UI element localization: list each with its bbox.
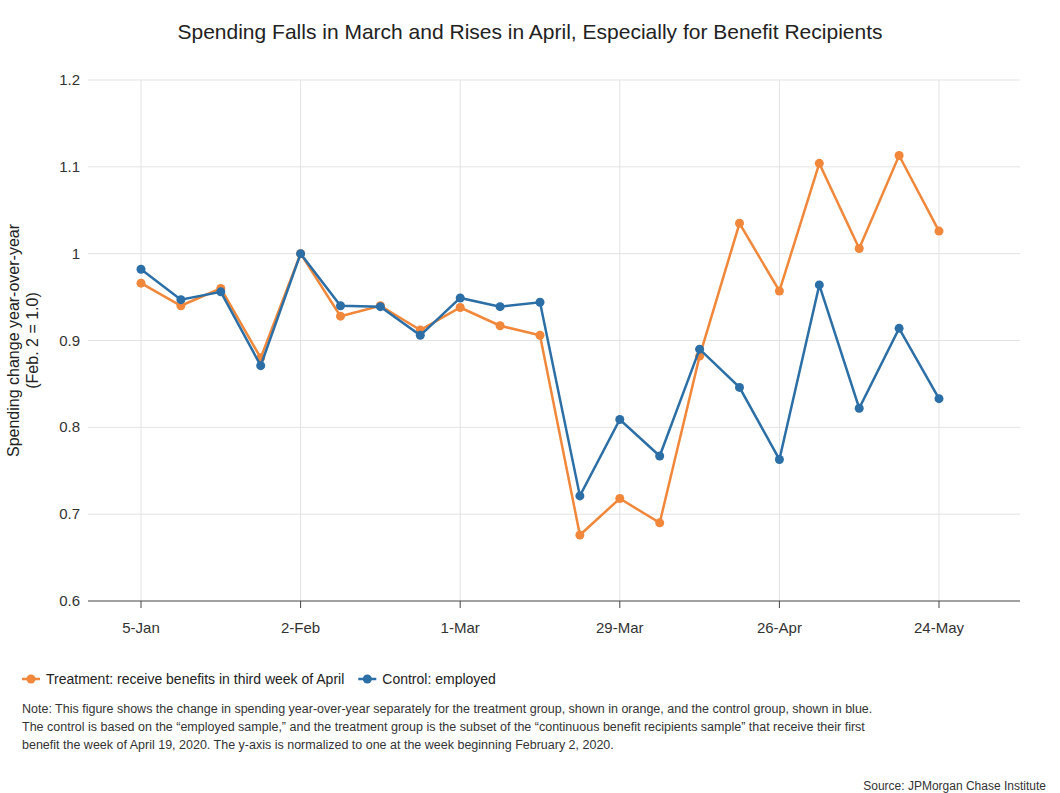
series-point [575,491,584,500]
series-point [855,244,864,253]
y-axis-label: (Feb. 2 = 1.0) [24,292,41,389]
series-point [615,494,624,503]
series-point [256,361,265,370]
series-point [456,303,465,312]
tick-x [619,601,620,608]
series-point [296,249,305,258]
series-point [216,287,225,296]
tick-x [779,601,780,608]
chart: Spending Falls in March and Rises in Apr… [0,0,1060,793]
x-tick-label: 2-Feb [281,619,320,636]
series-point [536,331,545,340]
series-point [775,287,784,296]
series-point [615,415,624,424]
tick-x [460,601,461,608]
y-axis-label: Spending change year-over-year [5,223,22,457]
tick-x [939,601,940,608]
series-point [376,302,385,311]
x-tick-label: 26-Apr [757,619,802,636]
series-point [855,404,864,413]
series-point [137,265,146,274]
series-point [775,455,784,464]
legend-label: Control: employed [382,671,496,687]
series-point [137,279,146,288]
series-point [895,324,904,333]
y-tick-label: 0.7 [59,505,80,522]
series-point [456,293,465,302]
series-point [735,219,744,228]
series-point [935,227,944,236]
y-tick-label: 0.6 [59,592,80,609]
series-point [655,451,664,460]
series-point [296,249,305,258]
y-tick-label: 0.8 [59,418,80,435]
plot-area [137,151,944,539]
series-point [695,345,704,354]
y-tick-label: 1.1 [59,158,80,175]
series-point [655,518,664,527]
y-tick-label: 0.9 [59,332,80,349]
y-tick-label: 1 [72,245,80,262]
series-point [376,301,385,310]
x-axis-line [88,601,1020,602]
grid-line-y [88,253,1020,254]
legend-label: Treatment: receive benefits in third wee… [46,671,344,687]
legend-marker [27,675,36,684]
x-tick-label: 5-Jan [122,619,160,636]
x-tick-label: 24-May [914,619,965,636]
grid-line-y [88,340,1020,341]
series-point [416,331,425,340]
series-point [815,280,824,289]
y-tick-label: 1.2 [59,71,80,88]
series-point [895,151,904,160]
series-line [141,156,939,535]
note: The control is based on the “employed sa… [22,720,865,734]
series-point [336,312,345,321]
tick-x [141,601,142,608]
series-point [815,159,824,168]
series-point [735,383,744,392]
legend-marker [363,675,372,684]
series-point [575,531,584,540]
note: benefit the week of April 19, 2020. The … [22,738,614,752]
series-point [496,321,505,330]
grid-line-y [88,514,1020,515]
series-point [336,301,345,310]
source: Source: JPMorgan Chase Institute [863,779,1046,793]
series-point [496,302,505,311]
series-line [141,254,939,496]
title: Spending Falls in March and Rises in Apr… [177,20,882,43]
series-point [176,295,185,304]
series-point [935,394,944,403]
tick-x [300,601,301,608]
grid-line-y [88,166,1020,167]
series-point [536,298,545,307]
x-tick-label: 1-Mar [441,619,480,636]
note: Note: This figure shows the change in sp… [22,702,872,716]
x-tick-label: 29-Mar [596,619,644,636]
grid-line-y [88,80,1020,81]
grid-line-y [88,427,1020,428]
